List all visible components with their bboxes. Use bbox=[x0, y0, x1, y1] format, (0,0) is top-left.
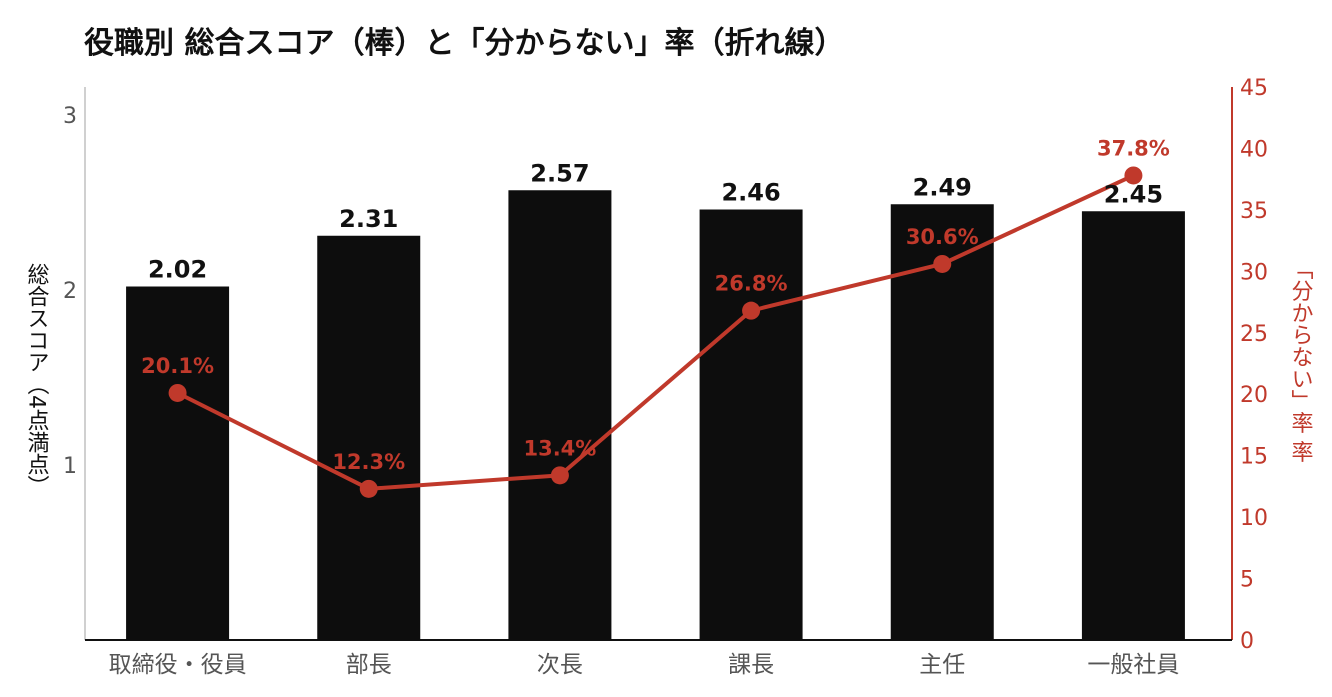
line-series-path bbox=[176, 173, 1135, 491]
x-category-label: 主任 bbox=[919, 652, 965, 678]
line-value-label: 13.4% bbox=[523, 436, 596, 460]
y-right-tick-label: 40 bbox=[1240, 137, 1268, 162]
line-point bbox=[550, 466, 569, 485]
line-point bbox=[359, 479, 378, 498]
bar bbox=[508, 190, 612, 640]
bar-value-label: 2.49 bbox=[913, 173, 972, 201]
line-value-label: 37.8% bbox=[1097, 136, 1170, 160]
line-point bbox=[168, 383, 187, 402]
x-category-label: 部長 bbox=[346, 652, 392, 678]
x-category-label: 課長 bbox=[728, 652, 774, 678]
y-right-tick-label: 35 bbox=[1240, 199, 1268, 224]
x-category-label: 取締役・役員 bbox=[109, 652, 247, 678]
bars-group bbox=[126, 190, 1185, 640]
y-left-tick-label: 1 bbox=[63, 454, 77, 479]
bar-value-label: 2.02 bbox=[148, 256, 207, 284]
y-left-axis-label: 総合スコア（4点満点） bbox=[24, 263, 50, 497]
line-group bbox=[168, 166, 1143, 498]
y-right-tick-label: 25 bbox=[1240, 322, 1268, 347]
bar bbox=[317, 235, 421, 640]
line-value-label: 12.3% bbox=[332, 450, 405, 474]
y-left-tick-label: 3 bbox=[63, 104, 77, 129]
y-right-tick-label: 45 bbox=[1240, 76, 1268, 101]
bar-value-label: 2.46 bbox=[721, 179, 780, 207]
bar-value-label: 2.31 bbox=[339, 205, 398, 233]
y-right-tick-label: 20 bbox=[1240, 383, 1268, 408]
line-point bbox=[1124, 166, 1143, 185]
y-right-tick-label: 30 bbox=[1240, 260, 1268, 285]
bar-value-label: 2.57 bbox=[530, 159, 589, 187]
chart-title: 役職別 総合スコア（棒）と「分からない」率（折れ線） bbox=[84, 26, 845, 61]
bar-value-label: 2.45 bbox=[1104, 180, 1163, 208]
bar bbox=[699, 209, 803, 640]
x-category-label: 一般社員 bbox=[1087, 652, 1179, 678]
y-right-axis-label: 「分からない」率 率 bbox=[1288, 258, 1314, 463]
bar bbox=[890, 204, 994, 640]
line-value-label: 30.6% bbox=[906, 225, 979, 249]
line-point bbox=[742, 301, 761, 320]
y-right-tick-label: 15 bbox=[1240, 445, 1268, 470]
y-right-tick-label: 0 bbox=[1240, 629, 1254, 654]
x-category-label: 次長 bbox=[537, 652, 583, 678]
y-right-tick-label: 5 bbox=[1240, 568, 1254, 593]
y-left-tick-label: 2 bbox=[63, 279, 77, 304]
labels-group: 2.02 2.31 2.57 2.46 2.49 2.45 取締役・役員 部長 次長 課長 主任 一般… bbox=[109, 136, 1180, 678]
bar bbox=[1081, 211, 1185, 640]
y-right-tick-label: 10 bbox=[1240, 506, 1268, 531]
line-value-label: 26.8% bbox=[715, 272, 788, 296]
bar bbox=[126, 286, 230, 640]
line-point bbox=[933, 254, 952, 273]
line-value-label: 20.1% bbox=[141, 354, 214, 378]
